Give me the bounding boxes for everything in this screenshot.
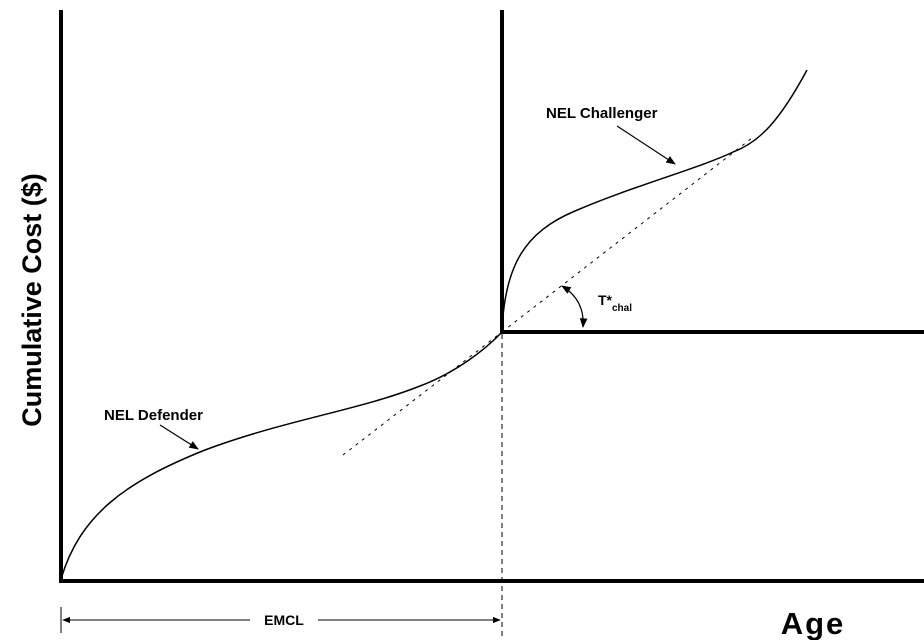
emcl-label: EMCL xyxy=(264,612,304,628)
challenger-curve xyxy=(501,69,808,331)
y-axis-label: Cumulative Cost ($) xyxy=(17,173,47,427)
x-axis-label: Age xyxy=(781,606,846,640)
defender-curve xyxy=(60,331,503,580)
angle-label: T*chal xyxy=(598,292,632,314)
defender-tangent-line xyxy=(342,331,503,456)
angle-label-base: T* xyxy=(598,292,613,308)
defender-leader-arrow xyxy=(159,424,199,450)
challenger-curve-label: NEL Challenger xyxy=(546,105,658,122)
challenger-leader-arrow xyxy=(616,125,676,165)
defender-curve-label: NEL Defender xyxy=(104,407,203,424)
angle-arc xyxy=(561,285,588,328)
angle-label-subscript: chal xyxy=(612,303,632,314)
